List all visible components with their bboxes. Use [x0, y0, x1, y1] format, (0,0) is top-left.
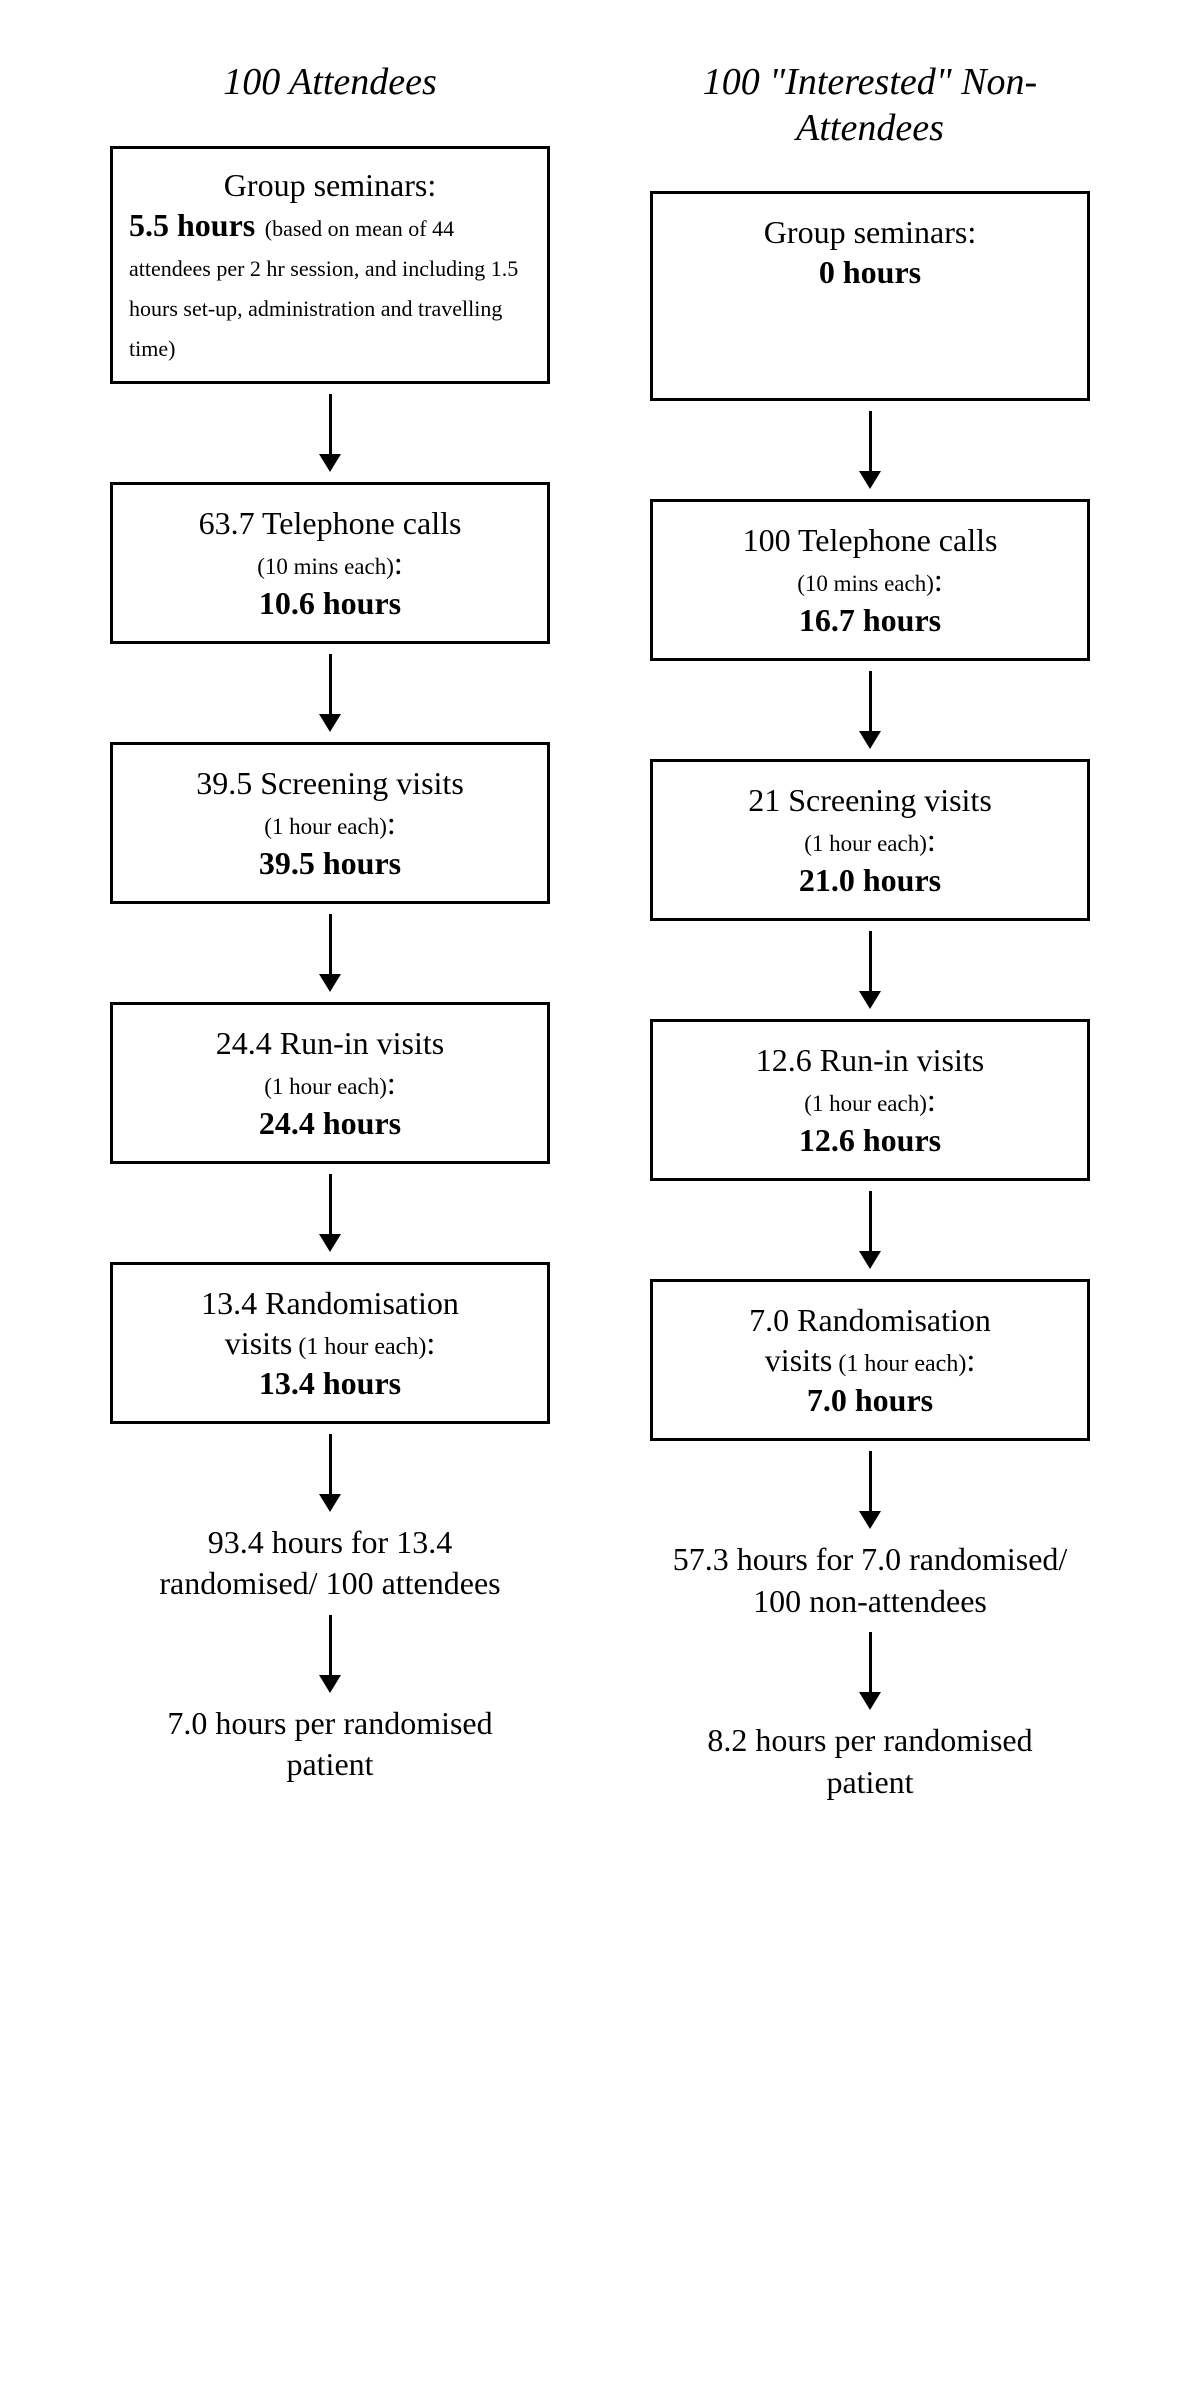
box-unit: (1 hour each) — [264, 1074, 387, 1099]
box-right-screening: 21 Screening visits (1 hour each): 21.0 … — [650, 759, 1090, 921]
arrow-icon — [859, 1191, 881, 1269]
box-unit: (1 hour each) — [264, 814, 387, 839]
box-hours: 24.4 hours — [133, 1103, 527, 1143]
box-hours: 21.0 hours — [673, 860, 1067, 900]
arrow-icon — [319, 914, 341, 992]
box-hours: 7.0 hours — [673, 1380, 1067, 1420]
flowchart-container: 100 Attendees Group seminars: 5.5 hours … — [40, 60, 1160, 1804]
box-title: Group seminars: — [129, 165, 531, 205]
box-unit: (1 hour each) — [832, 1351, 966, 1377]
column-nonattendees: 100 "Interested" Non-Attendees Group sem… — [630, 60, 1110, 1804]
box-left-screening: 39.5 Screening visits (1 hour each): 39.… — [110, 742, 550, 904]
arrow-icon — [859, 1451, 881, 1529]
header-attendees: 100 Attendees — [223, 60, 437, 106]
arrow-icon — [859, 411, 881, 489]
summary-right-2: 8.2 hours per randomised patient — [670, 1720, 1070, 1803]
box-count-a: 13.4 Randomisation — [133, 1283, 527, 1323]
box-unit: (1 hour each) — [804, 831, 927, 856]
box-count: 63.7 Telephone calls — [133, 503, 527, 543]
box-count: 39.5 Screening visits — [133, 763, 527, 803]
summary-right-1: 57.3 hours for 7.0 randomised/ 100 non-a… — [670, 1539, 1070, 1622]
arrow-icon — [859, 931, 881, 1009]
box-unit: (1 hour each) — [292, 1334, 426, 1360]
summary-left-2: 7.0 hours per randomised patient — [130, 1703, 530, 1786]
box-count: 24.4 Run-in visits — [133, 1023, 527, 1063]
box-count: 21 Screening visits — [673, 780, 1067, 820]
box-left-calls: 63.7 Telephone calls (10 mins each): 10.… — [110, 482, 550, 644]
box-hours: 5.5 hours — [129, 207, 255, 243]
box-count: 12.6 Run-in visits — [673, 1040, 1067, 1080]
summary-left-1: 93.4 hours for 13.4 randomised/ 100 atte… — [130, 1522, 530, 1605]
box-unit: (10 mins each) — [797, 571, 934, 596]
box-count-b: visits — [765, 1342, 833, 1378]
arrow-icon — [859, 1632, 881, 1710]
box-left-seminars: Group seminars: 5.5 hours (based on mean… — [110, 146, 550, 384]
column-attendees: 100 Attendees Group seminars: 5.5 hours … — [90, 60, 570, 1804]
box-hours: 12.6 hours — [673, 1120, 1067, 1160]
box-left-runin: 24.4 Run-in visits (1 hour each): 24.4 h… — [110, 1002, 550, 1164]
box-hours: 39.5 hours — [133, 843, 527, 883]
box-count: 100 Telephone calls — [673, 520, 1067, 560]
box-right-seminars: Group seminars: 0 hours — [650, 191, 1090, 401]
arrow-icon — [319, 1615, 341, 1693]
box-right-runin: 12.6 Run-in visits (1 hour each): 12.6 h… — [650, 1019, 1090, 1181]
box-hours: 13.4 hours — [133, 1363, 527, 1403]
box-unit: (1 hour each) — [804, 1091, 927, 1116]
box-count-a: 7.0 Randomisation — [673, 1300, 1067, 1340]
box-left-randomisation: 13.4 Randomisation visits (1 hour each):… — [110, 1262, 550, 1424]
arrow-icon — [319, 654, 341, 732]
arrow-icon — [859, 671, 881, 749]
arrow-icon — [319, 1434, 341, 1512]
header-nonattendees: 100 "Interested" Non-Attendees — [630, 60, 1110, 151]
box-hours: 0 hours — [819, 252, 921, 292]
box-unit: (10 mins each) — [257, 554, 394, 579]
box-hours: 10.6 hours — [133, 583, 527, 623]
box-hours: 16.7 hours — [673, 600, 1067, 640]
box-count-b: visits — [225, 1325, 293, 1361]
arrow-icon — [319, 394, 341, 472]
box-title: Group seminars: — [764, 212, 976, 252]
box-right-calls: 100 Telephone calls (10 mins each): 16.7… — [650, 499, 1090, 661]
arrow-icon — [319, 1174, 341, 1252]
box-right-randomisation: 7.0 Randomisation visits (1 hour each): … — [650, 1279, 1090, 1441]
